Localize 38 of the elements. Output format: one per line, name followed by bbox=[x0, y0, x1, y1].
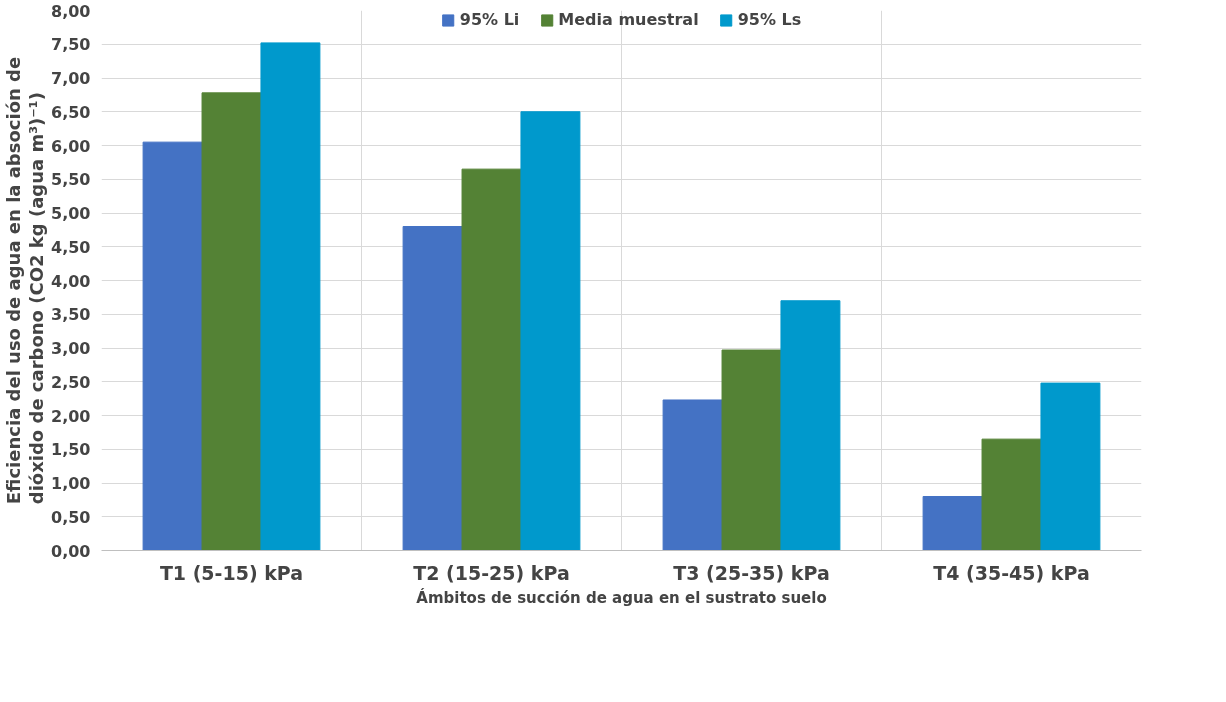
bar bbox=[461, 168, 522, 551]
legend-label: 95% Ls bbox=[737, 10, 802, 29]
y-tick-label: 7,50 bbox=[51, 35, 91, 55]
x-tick-label: T3 (25-35) kPa bbox=[673, 561, 830, 584]
y-tick-label: 1,00 bbox=[51, 474, 91, 493]
y-tick-label: 7,00 bbox=[51, 69, 91, 88]
x-axis-title: Ámbitos de succión de agua en el sustrato suelo bbox=[416, 587, 827, 607]
y-tick-label: 4,50 bbox=[51, 237, 91, 257]
y-tick-label: 5,00 bbox=[51, 204, 91, 223]
bar bbox=[981, 438, 1042, 551]
y-tick-label: 8,00 bbox=[51, 1, 91, 21]
bar bbox=[662, 399, 723, 551]
y-tick-label: 3,50 bbox=[51, 305, 91, 325]
bar bbox=[922, 496, 983, 551]
bar bbox=[201, 92, 262, 551]
y-tick-label: 6,00 bbox=[51, 136, 91, 156]
y-tick-label: 0,50 bbox=[51, 507, 91, 527]
y-tick-label: 2,00 bbox=[51, 406, 91, 426]
y-tick-label: 2,50 bbox=[51, 372, 91, 392]
bar bbox=[1040, 382, 1101, 551]
legend-label: Media muestral bbox=[558, 10, 699, 29]
legend-label: 95% Li bbox=[459, 10, 520, 29]
bar bbox=[520, 111, 581, 551]
y-axis-title: Eficiencia del uso de agua en la absoción de dióxido de carbono (CO2 kg (agua m³)⁻¹) bbox=[3, 56, 48, 505]
bar bbox=[260, 42, 321, 551]
bar bbox=[721, 349, 782, 551]
y-tick-label: 3,00 bbox=[51, 339, 91, 358]
bar bbox=[142, 141, 203, 551]
x-tick-label: T1 (5-15) kPa bbox=[159, 561, 304, 584]
y-tick-label: 4,00 bbox=[51, 271, 91, 291]
y-tick-label: 5,50 bbox=[51, 170, 91, 190]
bar bbox=[402, 226, 463, 551]
y-tick-label: 0,00 bbox=[51, 541, 91, 561]
x-tick-label: T4 (35-45) kPa bbox=[933, 561, 1090, 584]
y-tick-label: 1,50 bbox=[51, 440, 91, 460]
y-tick-label: 6,50 bbox=[51, 102, 91, 122]
bar bbox=[780, 300, 841, 551]
x-tick-label: T2 (15-25) kPa bbox=[413, 561, 570, 584]
